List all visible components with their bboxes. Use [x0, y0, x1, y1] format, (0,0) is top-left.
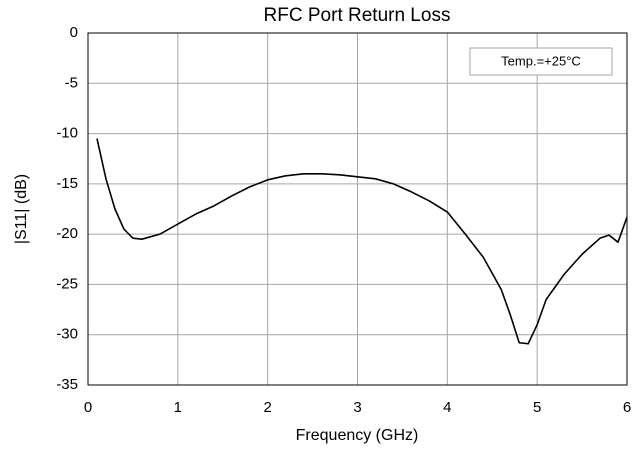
- x-tick-label: 6: [623, 399, 631, 416]
- plot-frame: [87, 32, 628, 386]
- x-tick-label: 5: [533, 399, 541, 416]
- annotation: Temp.=+25°C: [501, 53, 581, 68]
- x-tick-label: 4: [443, 399, 451, 416]
- y-tick-label: -20: [56, 225, 78, 242]
- x-tick-label: 3: [353, 399, 361, 416]
- chart-title: RFC Port Return Loss: [264, 5, 451, 26]
- x-axis-label: Frequency (GHz): [296, 427, 419, 444]
- y-tick-label: -5: [65, 74, 78, 91]
- y-tick-label: -35: [56, 376, 78, 393]
- y-tick-label: -15: [56, 175, 78, 192]
- x-tick-label: 0: [84, 399, 92, 416]
- annotation-box: [469, 47, 613, 76]
- x-tick-label: 2: [263, 399, 271, 416]
- y-tick-label: 0: [70, 24, 78, 41]
- data-line: [96, 138, 628, 345]
- y-axis-label: |S11| (dB): [13, 174, 30, 244]
- y-tick-label: -25: [56, 275, 78, 292]
- y-tick-label: -30: [56, 326, 78, 343]
- y-tick-label: -10: [56, 125, 78, 142]
- x-tick-label: 1: [174, 399, 182, 416]
